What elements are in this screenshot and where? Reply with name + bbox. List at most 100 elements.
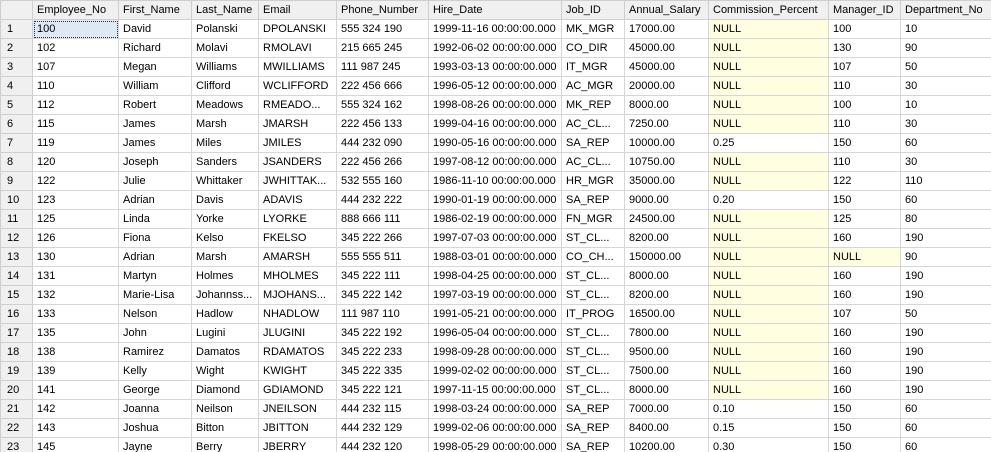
row-number[interactable]: 9 [0,171,33,191]
cell-job-id[interactable]: MK_MGR [561,19,625,39]
cell-department-no[interactable]: 190 [900,266,991,286]
cell-employee-no[interactable]: 102 [32,38,119,58]
cell-job-id[interactable]: AC_CL... [561,152,625,172]
cell-job-id[interactable]: IT_MGR [561,57,625,77]
cell-manager-id[interactable]: 150 [828,437,901,452]
cell-email[interactable]: JBERRY [258,437,337,452]
cell-first-name[interactable]: Richard [118,38,192,58]
cell-employee-no[interactable]: 120 [32,152,119,172]
cell-last-name[interactable]: Polanski [191,19,259,39]
cell-manager-id[interactable]: 107 [828,57,901,77]
cell-annual-salary[interactable]: 7000.00 [624,399,709,419]
cell-last-name[interactable]: Miles [191,133,259,153]
cell-department-no[interactable]: 80 [900,209,991,229]
cell-phone-number[interactable]: 555 324 162 [336,95,429,115]
cell-last-name[interactable]: Lugini [191,323,259,343]
table-row[interactable]: 8 120 Joseph Sanders JSANDERS 222 456 266 1997… [0,152,991,172]
cell-commission-percent[interactable]: NULL [708,152,829,172]
cell-email[interactable]: JNEILSON [258,399,337,419]
cell-email[interactable]: ADAVIS [258,190,337,210]
cell-last-name[interactable]: Wight [191,361,259,381]
table-row[interactable]: 9 122 Julie Whittaker JWHITTAK... 532 555 160… [0,171,991,191]
cell-phone-number[interactable]: 888 666 111 [336,209,429,229]
cell-email[interactable]: JBITTON [258,418,337,438]
cell-last-name[interactable]: Whittaker [191,171,259,191]
cell-department-no[interactable]: 50 [900,57,991,77]
cell-hire-date[interactable]: 1996-05-12 00:00:00.000 [428,76,562,96]
cell-annual-salary[interactable]: 150000.00 [624,247,709,267]
cell-job-id[interactable]: IT_PROG [561,304,625,324]
row-number[interactable]: 6 [0,114,33,134]
cell-commission-percent[interactable]: 0.25 [708,133,829,153]
cell-employee-no[interactable]: 112 [32,95,119,115]
cell-annual-salary[interactable]: 8400.00 [624,418,709,438]
cell-phone-number[interactable]: 345 222 142 [336,285,429,305]
cell-phone-number[interactable]: 444 232 115 [336,399,429,419]
cell-manager-id[interactable]: 130 [828,38,901,58]
row-number[interactable]: 17 [0,323,33,343]
cell-job-id[interactable]: SA_REP [561,399,625,419]
table-row[interactable]: 14 131 Martyn Holmes MHOLMES 345 222 111 1998-… [0,266,991,286]
cell-employee-no[interactable]: 141 [32,380,119,400]
cell-job-id[interactable]: AC_CL... [561,114,625,134]
cell-annual-salary[interactable]: 9500.00 [624,342,709,362]
cell-annual-salary[interactable]: 16500.00 [624,304,709,324]
cell-manager-id[interactable]: 100 [828,95,901,115]
cell-job-id[interactable]: CO_DIR [561,38,625,58]
cell-email[interactable]: LYORKE [258,209,337,229]
cell-phone-number[interactable]: 345 222 121 [336,380,429,400]
cell-annual-salary[interactable]: 35000.00 [624,171,709,191]
cell-department-no[interactable]: 190 [900,342,991,362]
cell-last-name[interactable]: Clifford [191,76,259,96]
cell-annual-salary[interactable]: 20000.00 [624,76,709,96]
cell-employee-no[interactable]: 115 [32,114,119,134]
cell-commission-percent[interactable]: NULL [708,171,829,191]
cell-annual-salary[interactable]: 10000.00 [624,133,709,153]
cell-first-name[interactable]: Joshua [118,418,192,438]
cell-email[interactable]: RDAMATOS [258,342,337,362]
cell-email[interactable]: FKELSO [258,228,337,248]
cell-job-id[interactable]: ST_CL... [561,380,625,400]
cell-job-id[interactable]: HR_MGR [561,171,625,191]
cell-employee-no[interactable]: 138 [32,342,119,362]
cell-job-id[interactable]: SA_REP [561,418,625,438]
table-row[interactable]: 19 139 Kelly Wight KWIGHT 345 222 335 1999-02-… [0,361,991,381]
cell-annual-salary[interactable]: 8200.00 [624,285,709,305]
cell-department-no[interactable]: 90 [900,247,991,267]
cell-email[interactable]: JWHITTAK... [258,171,337,191]
cell-hire-date[interactable]: 1996-05-04 00:00:00.000 [428,323,562,343]
row-number[interactable]: 15 [0,285,33,305]
cell-annual-salary[interactable]: 7500.00 [624,361,709,381]
cell-job-id[interactable]: ST_CL... [561,323,625,343]
cell-employee-no[interactable]: 133 [32,304,119,324]
cell-manager-id[interactable]: 160 [828,228,901,248]
row-number[interactable]: 8 [0,152,33,172]
cell-commission-percent[interactable]: NULL [708,304,829,324]
cell-job-id[interactable]: ST_CL... [561,342,625,362]
cell-hire-date[interactable]: 1998-05-29 00:00:00.000 [428,437,562,452]
cell-commission-percent[interactable]: 0.10 [708,399,829,419]
cell-annual-salary[interactable]: 9000.00 [624,190,709,210]
cell-phone-number[interactable]: 532 555 160 [336,171,429,191]
table-row[interactable]: 3 107 Megan Williams MWILLIAMS 111 987 245 199… [0,57,991,77]
cell-manager-id[interactable]: 160 [828,266,901,286]
table-row[interactable]: 11 125 Linda Yorke LYORKE 888 666 111 1986-02-… [0,209,991,229]
column-header-annual-salary[interactable]: Annual_Salary [624,0,709,20]
cell-annual-salary[interactable]: 7800.00 [624,323,709,343]
row-number[interactable]: 16 [0,304,33,324]
cell-first-name[interactable]: Robert [118,95,192,115]
cell-department-no[interactable]: 190 [900,361,991,381]
cell-last-name[interactable]: Marsh [191,114,259,134]
row-number[interactable]: 4 [0,76,33,96]
cell-last-name[interactable]: Davis [191,190,259,210]
cell-email[interactable]: KWIGHT [258,361,337,381]
cell-department-no[interactable]: 10 [900,19,991,39]
column-header-phone-number[interactable]: Phone_Number [336,0,429,20]
column-header-manager-id[interactable]: Manager_ID [828,0,901,20]
cell-department-no[interactable]: 190 [900,380,991,400]
cell-phone-number[interactable]: 444 232 090 [336,133,429,153]
cell-employee-no[interactable]: 119 [32,133,119,153]
cell-hire-date[interactable]: 1999-02-02 00:00:00.000 [428,361,562,381]
cell-hire-date[interactable]: 1992-06-02 00:00:00.000 [428,38,562,58]
cell-hire-date[interactable]: 1988-03-01 00:00:00.000 [428,247,562,267]
